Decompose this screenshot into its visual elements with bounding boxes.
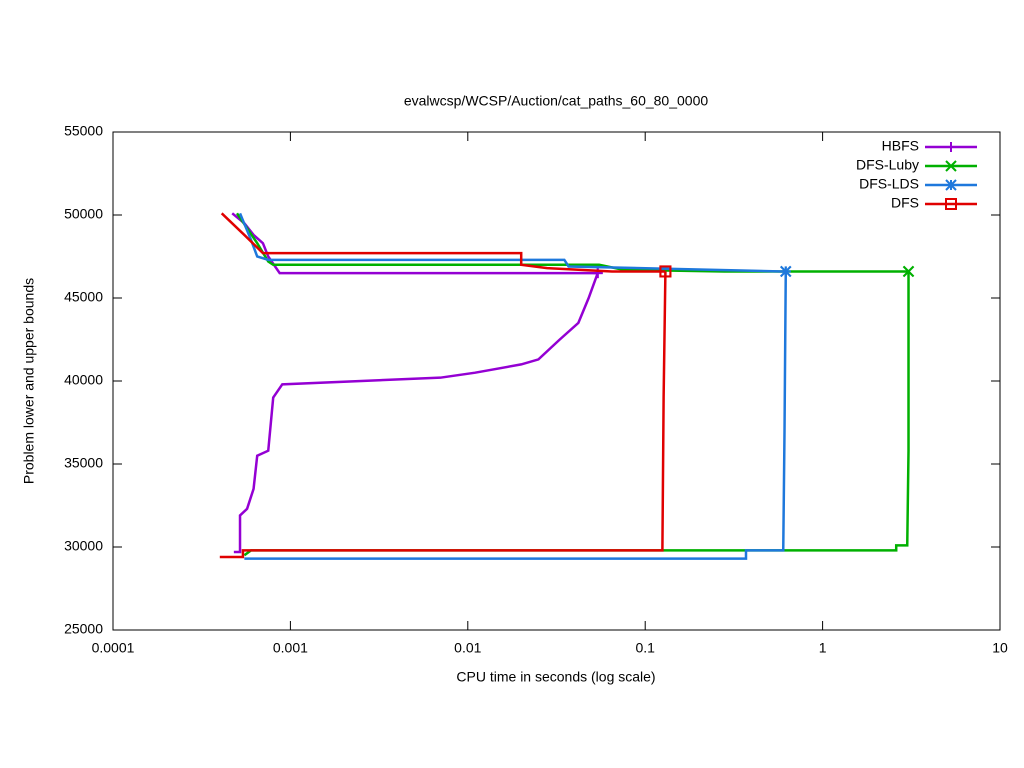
marker — [945, 179, 957, 191]
series-line — [219, 271, 667, 559]
series-line — [220, 212, 666, 273]
series-line — [233, 272, 599, 554]
marker-stroke — [945, 179, 957, 191]
marker — [945, 198, 957, 210]
marker-stroke — [902, 265, 915, 278]
series-line — [243, 271, 910, 557]
x-tick-label: 0.01 — [454, 640, 481, 656]
legend-label: HBFS — [882, 138, 919, 154]
series-line — [235, 212, 909, 273]
marker-square — [659, 265, 672, 278]
x-tick-label: 1 — [819, 640, 827, 656]
x-tick-label: 0.0001 — [92, 640, 135, 656]
x-axis-label: CPU time in seconds (log scale) — [456, 669, 655, 685]
marker-square — [945, 198, 957, 210]
y-axis-label: Problem lower and upper bounds — [21, 278, 37, 484]
y-tick-label: 35000 — [64, 455, 103, 471]
y-tick-label: 40000 — [64, 372, 103, 388]
marker — [902, 265, 915, 278]
marker — [659, 265, 672, 278]
chart-title: evalwcsp/WCSP/Auction/cat_paths_60_80_00… — [404, 93, 709, 109]
series-line — [244, 271, 788, 560]
marker — [945, 160, 957, 172]
legend-label: DFS-Luby — [856, 157, 919, 173]
marker — [780, 265, 792, 278]
x-tick-label: 10 — [992, 640, 1008, 656]
x-tick-label: 0.001 — [273, 640, 308, 656]
y-tick-label: 25000 — [64, 621, 103, 637]
y-tick-label: 55000 — [64, 123, 103, 139]
legend-label: DFS-LDS — [859, 176, 919, 192]
marker — [946, 142, 956, 152]
y-tick-label: 50000 — [64, 206, 103, 222]
marker-stroke — [780, 265, 792, 278]
y-tick-label: 45000 — [64, 289, 103, 305]
series-line — [238, 212, 786, 273]
marker-stroke — [945, 160, 957, 172]
x-tick-label: 0.1 — [635, 640, 655, 656]
legend-label: DFS — [891, 195, 919, 211]
y-tick-label: 30000 — [64, 538, 103, 554]
